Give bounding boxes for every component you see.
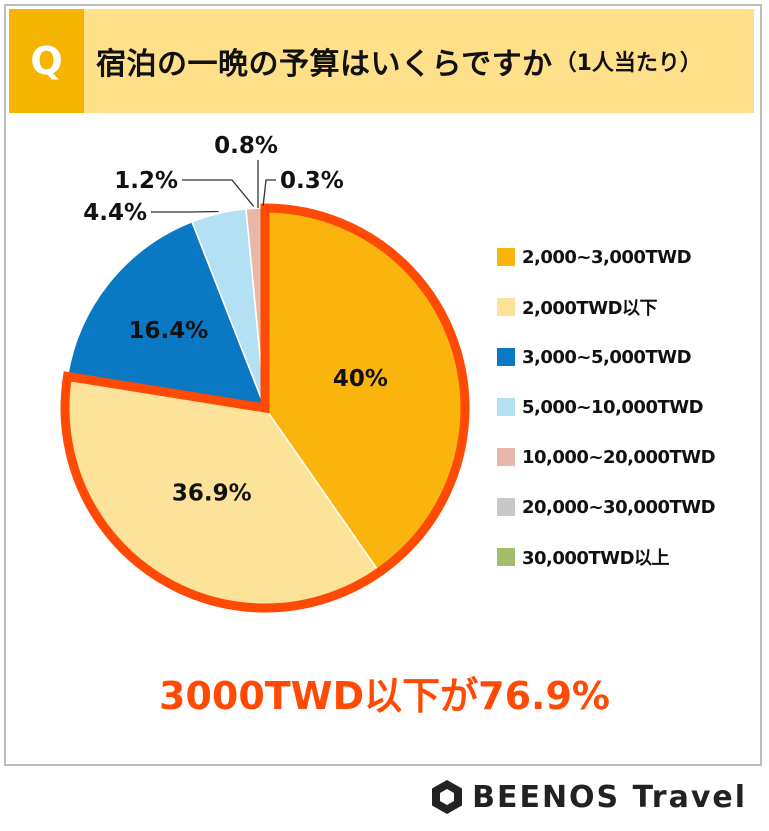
legend-swatch bbox=[497, 298, 515, 316]
legend-label: 2,000TWD以下 bbox=[522, 298, 658, 319]
title-main: 宿泊の一晩の予算はいくらですか bbox=[96, 47, 553, 82]
slice-label: 16.4% bbox=[129, 318, 209, 344]
legend-label: 10,000~20,000TWD bbox=[522, 446, 716, 468]
legend-swatch bbox=[497, 548, 515, 566]
legend-label: 2,000~3,000TWD bbox=[522, 246, 692, 268]
legend-label: 20,000~30,000TWD bbox=[522, 496, 716, 518]
legend-swatch bbox=[497, 398, 515, 416]
brand-name: BEENOS Travel bbox=[472, 779, 747, 815]
slice-label: 36.9% bbox=[172, 481, 252, 507]
leader-line bbox=[262, 179, 276, 207]
question-title: 宿泊の一晩の予算はいくらですか （1人当たり） bbox=[96, 9, 746, 113]
legend-label: 3,000~5,000TWD bbox=[522, 346, 692, 368]
extra-callout-label: 0.8% bbox=[214, 133, 278, 159]
legend-item: 2,000~3,000TWD bbox=[497, 232, 715, 282]
legend: 2,000~3,000TWD 2,000TWD以下 3,000~5,000TWD 5,… bbox=[497, 232, 716, 582]
legend-swatch bbox=[497, 248, 515, 266]
highlight-outline bbox=[60, 203, 470, 613]
summary-text: 3000TWD以下が76.9% bbox=[159, 674, 610, 718]
title-sub: （1人当たり） bbox=[554, 51, 702, 76]
legend-swatch bbox=[497, 348, 515, 366]
slice-callout-label: 0.3% bbox=[280, 168, 344, 194]
legend-item: 2,000TWD以下 bbox=[497, 282, 715, 332]
legend-item: 20,000~30,000TWD bbox=[497, 482, 716, 532]
legend-item: 30,000TWD以上 bbox=[497, 532, 715, 582]
legend-swatch bbox=[497, 448, 515, 466]
legend-swatch bbox=[497, 498, 515, 516]
leader-line bbox=[182, 179, 255, 207]
q-letter: Q bbox=[30, 39, 63, 83]
pie-slice bbox=[66, 220, 267, 409]
legend-item: 10,000~20,000TWD bbox=[497, 432, 716, 482]
question-header bbox=[9, 9, 754, 113]
legend-label: 5,000~10,000TWD bbox=[522, 396, 704, 418]
hexagon-logo-icon bbox=[432, 780, 463, 814]
legend-label: 30,000TWD以上 bbox=[522, 548, 670, 569]
brand-logo: BEENOS Travel bbox=[430, 779, 747, 815]
legend-item: 5,000~10,000TWD bbox=[497, 382, 715, 432]
slice-callout-label: 1.2% bbox=[114, 168, 178, 194]
slice-callout-label: 4.4% bbox=[83, 200, 147, 226]
slice-label: 40% bbox=[333, 366, 388, 392]
leader-line bbox=[151, 210, 219, 213]
q-badge: Q bbox=[9, 9, 84, 113]
legend-item: 3,000~5,000TWD bbox=[497, 332, 715, 382]
